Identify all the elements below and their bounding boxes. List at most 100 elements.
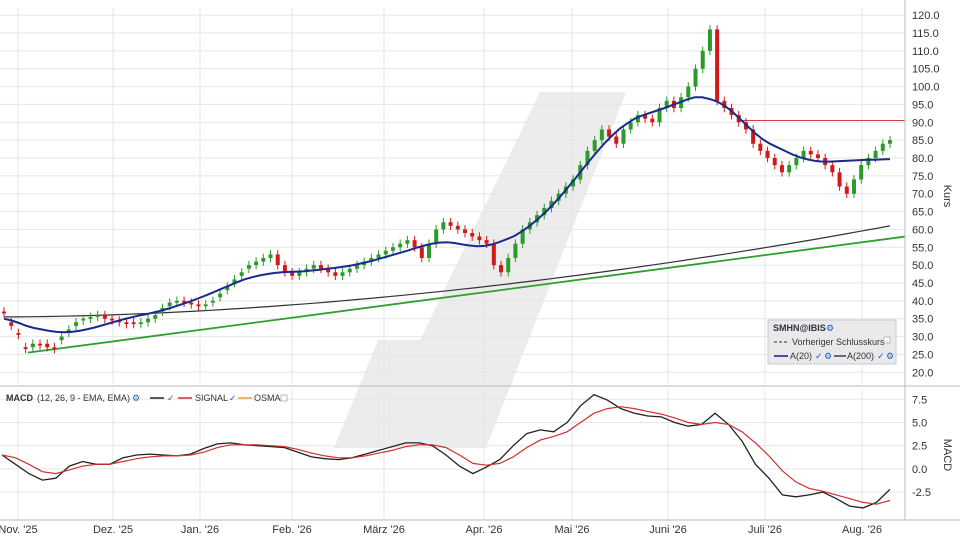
candle-body	[2, 311, 6, 314]
x-tick-label: Aug. '26	[842, 524, 882, 536]
price-y-tick-label: 35.0	[912, 314, 933, 326]
candle-body	[751, 129, 756, 144]
macd-y-tick-label: 0.0	[912, 464, 927, 476]
candle-body	[59, 336, 64, 341]
price-y-tick-label: 45.0	[912, 278, 933, 290]
candle-body	[45, 343, 50, 348]
macd-settings-icon[interactable]: ⚙	[132, 393, 140, 403]
ma200-check-icon[interactable]: ✓	[877, 351, 885, 361]
candle-body	[16, 333, 21, 335]
candle-body	[491, 243, 496, 266]
candle-body	[311, 265, 316, 269]
candle-body	[390, 247, 395, 251]
candle-body	[499, 265, 504, 273]
price-y-tick-label: 100.0	[912, 82, 940, 94]
candle-body	[153, 315, 158, 319]
candle-body	[470, 233, 475, 237]
candle-body	[268, 254, 273, 258]
candle-body	[866, 158, 871, 166]
candle-body	[383, 250, 388, 255]
candle-body	[189, 302, 194, 305]
candle-body	[643, 115, 648, 119]
candle-body	[635, 115, 640, 123]
candle-body	[628, 122, 633, 130]
signal-check-icon[interactable]: ✓	[229, 393, 237, 403]
price-axis-title: Kurs	[941, 185, 953, 208]
candle-body	[326, 268, 331, 273]
ma20-check-icon[interactable]: ✓	[815, 351, 823, 361]
candle-body	[815, 154, 820, 158]
price-y-tick-label: 85.0	[912, 135, 933, 147]
macd-line	[1, 393, 891, 509]
candle-body	[851, 179, 856, 194]
x-tick-label: März '26	[363, 524, 405, 536]
candle-body	[297, 272, 302, 276]
legend-ma20: A(20)	[790, 351, 812, 361]
candle-body	[448, 222, 453, 226]
price-y-tick-label: 80.0	[912, 153, 933, 165]
candle-body	[758, 143, 763, 151]
support-trend-line	[27, 235, 906, 354]
price-y-tick-label: 40.0	[912, 296, 933, 308]
candle-body	[275, 254, 280, 266]
candle-body	[830, 165, 835, 173]
x-tick-label: Mai '26	[554, 524, 589, 536]
x-tick-label: Nov. '25	[0, 524, 38, 536]
candle-body	[290, 272, 295, 276]
legend-prev-close: Vorheriger Schlusskurs	[792, 337, 885, 347]
macd-legend: MACD (12, 26, 9 - EMA, EMA) ⚙ ✓ SIGNAL ✓…	[6, 393, 288, 403]
price-legend-box	[767, 319, 897, 365]
ma200-settings-icon[interactable]: ⚙	[886, 351, 894, 361]
macd-check-icon[interactable]: ✓	[167, 393, 175, 403]
price-y-tick-label: 105.0	[912, 64, 940, 76]
candle-body	[88, 316, 93, 319]
candle-body	[376, 254, 381, 258]
candle-body	[9, 322, 14, 326]
candle-body	[146, 318, 151, 323]
prev-close-checkbox[interactable]	[883, 336, 891, 344]
candle-body	[707, 29, 712, 51]
macd-legend-params: (12, 26, 9 - EMA, EMA)	[37, 393, 130, 403]
macd-legend-osma: OSMA	[254, 393, 281, 403]
candle-body	[426, 243, 431, 258]
candle-body	[95, 315, 100, 317]
candle-body	[859, 165, 864, 180]
osma-checkbox[interactable]	[280, 394, 288, 402]
info-icon[interactable]: ⚙	[826, 323, 834, 333]
price-y-tick-label: 55.0	[912, 242, 933, 254]
candle-body	[102, 315, 107, 319]
candle-body	[693, 68, 698, 87]
x-tick-label: Juli '26	[748, 524, 782, 536]
price-y-tick-label: 120.0	[912, 10, 940, 22]
candle-body	[873, 150, 878, 158]
candle-body	[657, 108, 662, 123]
candle-body	[110, 318, 115, 321]
candle-body	[484, 240, 489, 244]
ma20-settings-icon[interactable]: ⚙	[824, 351, 832, 361]
candle-body	[347, 268, 352, 273]
ma20-line	[3, 96, 891, 334]
macd-y-tick-label: 7.5	[912, 394, 927, 406]
price-y-tick-label: 70.0	[912, 189, 933, 201]
signal-line	[1, 406, 891, 505]
price-y-tick-label: 60.0	[912, 224, 933, 236]
candle-body	[38, 343, 43, 346]
candle-body	[455, 225, 460, 230]
candle-body	[282, 265, 287, 273]
candle-body	[772, 158, 777, 166]
candle-body	[167, 302, 172, 307]
candle-body	[650, 118, 655, 123]
candle-body	[74, 322, 79, 326]
candle-body	[801, 150, 806, 158]
candle-body	[225, 286, 230, 291]
price-y-tick-label: 65.0	[912, 207, 933, 219]
x-tick-label: Dez. '25	[93, 524, 133, 536]
price-panel	[2, 25, 906, 354]
macd-legend-title: MACD	[6, 393, 33, 403]
candle-body	[182, 300, 187, 303]
candle-body	[218, 293, 223, 298]
candle-body	[434, 229, 439, 244]
candle-body	[30, 343, 35, 348]
